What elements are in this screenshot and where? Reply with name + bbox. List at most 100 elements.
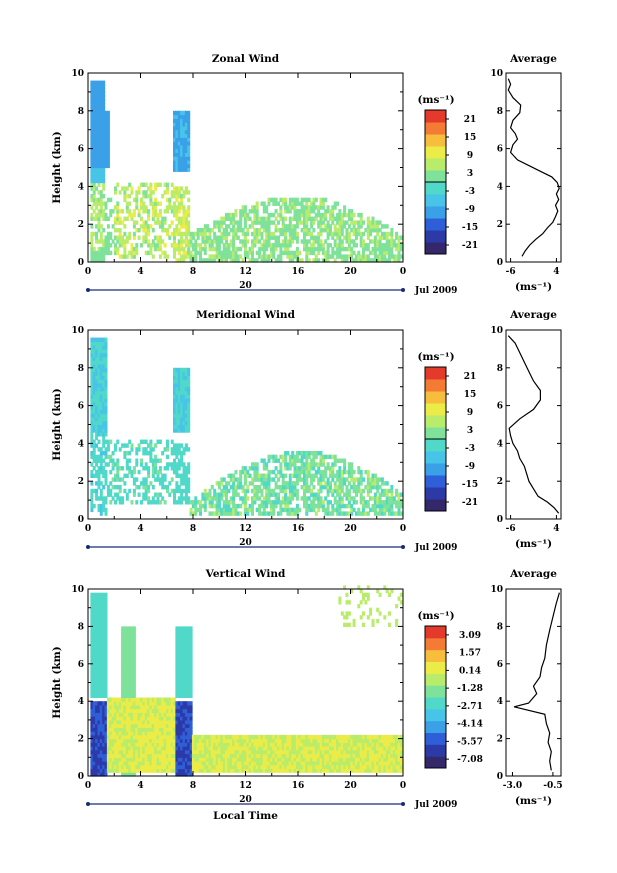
heatmap-cell xyxy=(331,477,335,482)
heatmap-cell xyxy=(180,701,184,706)
heatmap-cell xyxy=(97,708,101,713)
heatmap-cell xyxy=(262,496,266,501)
heatmap-cell xyxy=(90,451,94,456)
heatmap-cell xyxy=(104,656,108,661)
heatmap-cell xyxy=(95,742,99,747)
heatmap-cell xyxy=(161,742,165,747)
heatmap-cell xyxy=(104,592,108,597)
heatmap-cell xyxy=(175,129,179,135)
heatmap-cell xyxy=(95,171,99,176)
heatmap-cell xyxy=(99,604,103,609)
heatmap-cell xyxy=(173,125,176,131)
heatmap-cell xyxy=(182,626,186,631)
heatmap-cell xyxy=(97,122,101,127)
heatmap-cell xyxy=(277,212,280,218)
heatmap-cell xyxy=(350,473,354,478)
heatmap-cell xyxy=(180,768,184,773)
heatmap-cell xyxy=(350,462,354,467)
heatmap-cell xyxy=(269,492,273,497)
heatmap-cell xyxy=(305,477,309,482)
heatmap-cell xyxy=(307,197,311,203)
heatmap-cell xyxy=(128,704,132,710)
heatmap-cell xyxy=(158,734,162,740)
heatmap-cell xyxy=(213,235,217,240)
heatmap-cell xyxy=(92,398,96,403)
heatmap-cell xyxy=(187,239,191,244)
x-tick-label: 12 xyxy=(239,267,252,277)
heatmap-cell xyxy=(241,231,245,237)
heatmap-cell xyxy=(260,235,264,240)
heatmap-cell xyxy=(97,454,101,460)
heatmap-cell xyxy=(102,246,106,252)
heatmap-cell xyxy=(173,424,176,429)
heatmap-cell xyxy=(253,738,257,743)
heatmap-cell xyxy=(184,224,188,229)
heatmap-cell xyxy=(137,723,141,728)
heatmap-cell xyxy=(189,626,193,631)
heatmap-cell xyxy=(99,167,103,172)
heatmap-cell xyxy=(109,481,113,486)
heatmap-cell xyxy=(189,682,193,687)
heatmap-cell xyxy=(314,258,318,263)
heatmap-cell xyxy=(274,454,278,460)
heatmap-cell xyxy=(151,473,155,478)
heatmap-cell xyxy=(109,439,113,444)
heatmap-cell xyxy=(310,451,314,456)
heatmap-cell xyxy=(279,734,283,740)
heatmap-cell xyxy=(123,708,127,713)
heatmap-cell xyxy=(317,507,321,513)
heatmap-cell xyxy=(251,239,254,244)
heatmap-cell xyxy=(180,704,184,710)
heatmap-cell xyxy=(92,197,96,203)
heatmap-cell xyxy=(175,231,179,237)
heatmap-cell xyxy=(227,254,231,259)
heatmap-cell xyxy=(144,704,148,710)
heatmap-cell xyxy=(121,652,125,657)
heatmap-cell xyxy=(104,626,108,631)
heatmap-cell xyxy=(102,690,106,695)
heatmap-cell xyxy=(300,451,304,456)
heatmap-cell xyxy=(357,250,361,256)
heatmap-cell xyxy=(196,764,200,770)
heatmap-cell xyxy=(279,205,283,210)
heatmap-cell xyxy=(182,416,186,422)
heatmap-cell xyxy=(158,768,162,773)
heatmap-cell xyxy=(180,667,184,672)
heatmap-cell xyxy=(92,768,96,773)
heatmap-cell xyxy=(243,496,247,501)
heatmap-cell xyxy=(92,742,96,747)
heatmap-cell xyxy=(312,243,316,248)
heatmap-cell xyxy=(246,511,250,516)
heatmap-cell xyxy=(142,731,146,736)
heatmap-cell xyxy=(116,712,120,717)
heatmap-cell xyxy=(99,194,103,199)
heatmap-cell xyxy=(182,742,186,747)
heatmap-cell xyxy=(97,660,101,665)
heatmap-cell xyxy=(234,250,238,256)
heatmap-cell xyxy=(392,243,396,248)
heatmap-cell xyxy=(97,630,101,635)
heatmap-cell xyxy=(239,768,243,773)
heatmap-cell xyxy=(163,712,167,717)
heatmap-cell xyxy=(187,159,191,165)
heatmap-cell xyxy=(177,682,181,687)
heatmap-cell xyxy=(184,671,188,676)
heatmap-cell xyxy=(97,686,101,691)
heatmap-cell xyxy=(343,492,347,497)
heatmap-cell xyxy=(104,768,108,773)
heatmap-cell xyxy=(350,228,354,233)
heatmap-cell xyxy=(104,110,108,116)
heatmap-cell xyxy=(397,250,401,256)
heatmap-cell xyxy=(355,243,358,248)
heatmap-cell xyxy=(182,637,186,642)
heatmap-cell xyxy=(272,243,276,248)
heatmap-cell xyxy=(90,764,94,770)
heatmap-cell xyxy=(220,511,224,516)
heatmap-cell xyxy=(175,420,179,426)
heatmap-cell xyxy=(262,220,266,225)
heatmap-cell xyxy=(184,141,188,146)
heatmap-cell xyxy=(210,485,214,490)
heatmap-cell xyxy=(217,492,221,497)
heatmap-cell xyxy=(163,719,167,725)
heatmap-cell xyxy=(95,723,99,728)
